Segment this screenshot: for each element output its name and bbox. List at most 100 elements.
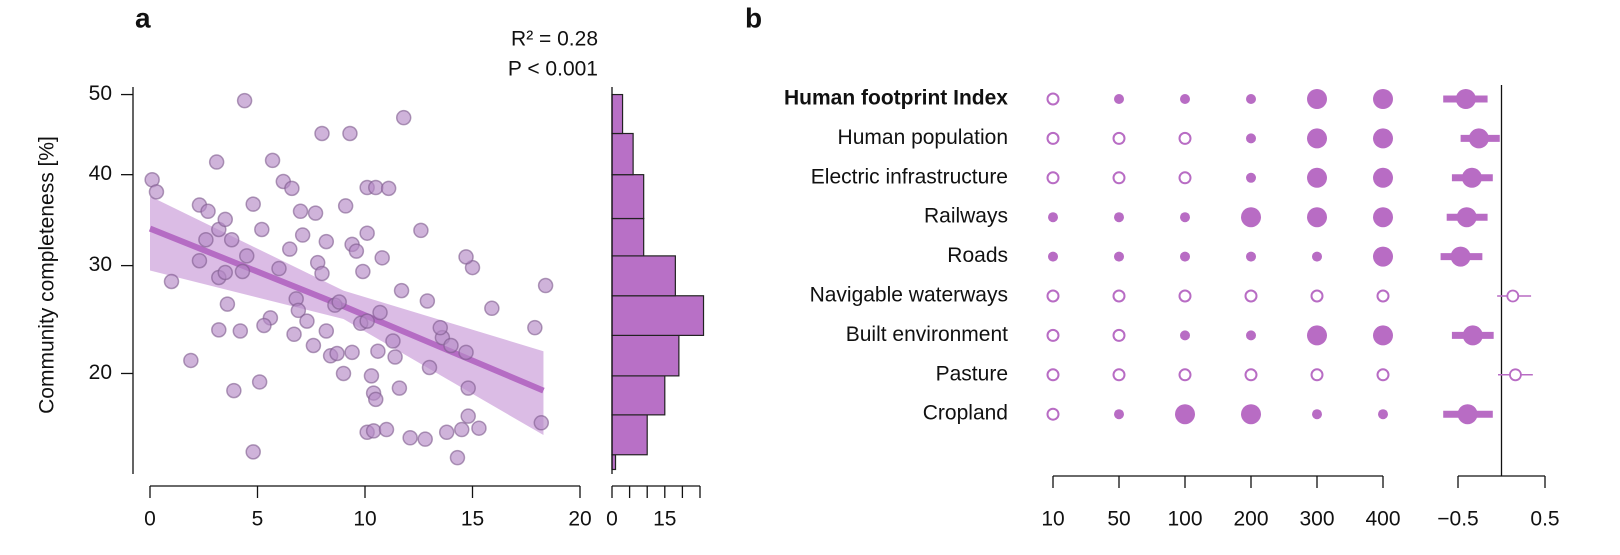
estimate	[1450, 246, 1471, 267]
point	[402, 430, 418, 446]
row-label: Roads	[947, 244, 1008, 267]
y-tick-label: 20	[89, 361, 112, 384]
point	[380, 180, 397, 197]
histogram-bar	[611, 93, 624, 135]
dot	[1046, 328, 1060, 342]
point	[254, 221, 270, 238]
dot	[1246, 330, 1256, 341]
point	[251, 374, 268, 390]
estimate	[1457, 404, 1478, 425]
point	[395, 109, 412, 126]
estimate	[1468, 128, 1489, 149]
point	[374, 250, 390, 266]
histogram-bar	[611, 375, 666, 416]
point	[236, 92, 253, 109]
point	[417, 431, 433, 447]
x-tick-label: 50	[1107, 508, 1130, 531]
dot	[1373, 167, 1393, 188]
point	[458, 249, 474, 265]
point	[256, 317, 272, 334]
histogram-bar	[611, 414, 648, 456]
point	[211, 322, 227, 338]
point	[537, 277, 554, 294]
point	[438, 424, 455, 441]
point	[344, 344, 360, 361]
dot	[1180, 212, 1190, 223]
dot	[1112, 131, 1126, 145]
point	[432, 319, 448, 336]
point	[234, 263, 251, 280]
dot	[1241, 404, 1261, 425]
estimate	[1506, 289, 1520, 303]
dot	[1046, 131, 1060, 145]
point	[359, 313, 375, 329]
x-tick-label: 300	[1299, 508, 1334, 531]
dot	[1175, 404, 1195, 425]
row-label: Navigable waterways	[810, 284, 1008, 307]
point	[294, 227, 311, 243]
point	[391, 380, 408, 396]
dot	[1307, 325, 1327, 346]
dot	[1376, 368, 1390, 382]
point	[335, 365, 352, 382]
dot	[1241, 207, 1261, 228]
row-label: Human footprint Index	[784, 87, 1008, 110]
point	[484, 300, 500, 317]
point	[223, 231, 240, 248]
point	[342, 125, 358, 142]
y-tick-label: 40	[89, 162, 112, 185]
dot	[1307, 128, 1327, 149]
point	[282, 241, 298, 257]
point	[368, 179, 384, 196]
point	[370, 343, 386, 359]
y-tick-label: 30	[89, 253, 112, 276]
point	[208, 154, 225, 170]
point	[200, 203, 216, 220]
point	[314, 265, 330, 282]
dot	[1244, 368, 1258, 382]
dot	[1178, 131, 1192, 145]
point	[286, 326, 302, 343]
point	[318, 233, 335, 250]
row-label: Electric infrastructure	[811, 165, 1008, 188]
y-tick-label: 50	[89, 82, 112, 105]
point	[226, 382, 242, 399]
dot	[1180, 330, 1190, 341]
row-label: Railways	[924, 205, 1008, 228]
point	[264, 152, 281, 169]
dot	[1312, 409, 1322, 420]
x-tick-label: 20	[568, 508, 591, 531]
point	[284, 180, 300, 197]
dot	[1112, 328, 1126, 342]
point	[385, 333, 401, 349]
dot	[1246, 251, 1256, 262]
histogram-bar	[611, 132, 634, 176]
x-tick-label: 10	[353, 508, 376, 531]
dot	[1180, 251, 1190, 262]
dot	[1114, 94, 1124, 104]
point	[314, 125, 330, 142]
point	[271, 260, 287, 277]
dot	[1112, 289, 1126, 303]
dot	[1307, 167, 1327, 188]
dot	[1046, 289, 1060, 303]
point	[449, 449, 466, 466]
estimate	[1455, 89, 1476, 109]
panel-letter: b	[745, 2, 762, 33]
dot	[1310, 289, 1324, 303]
histogram-bar	[611, 295, 705, 336]
dot	[1046, 171, 1060, 185]
panel-letter: a	[135, 2, 151, 33]
dot	[1046, 368, 1060, 382]
dot	[1048, 251, 1058, 262]
row-label: Pasture	[936, 362, 1008, 385]
x-tick-label: 0	[606, 508, 618, 531]
x-tick-label: 10	[1041, 508, 1064, 531]
point	[245, 196, 261, 212]
point	[148, 184, 165, 200]
point	[527, 319, 543, 336]
dot	[1244, 289, 1258, 303]
dot	[1246, 133, 1256, 144]
dot	[1373, 325, 1393, 346]
dot	[1114, 409, 1124, 420]
